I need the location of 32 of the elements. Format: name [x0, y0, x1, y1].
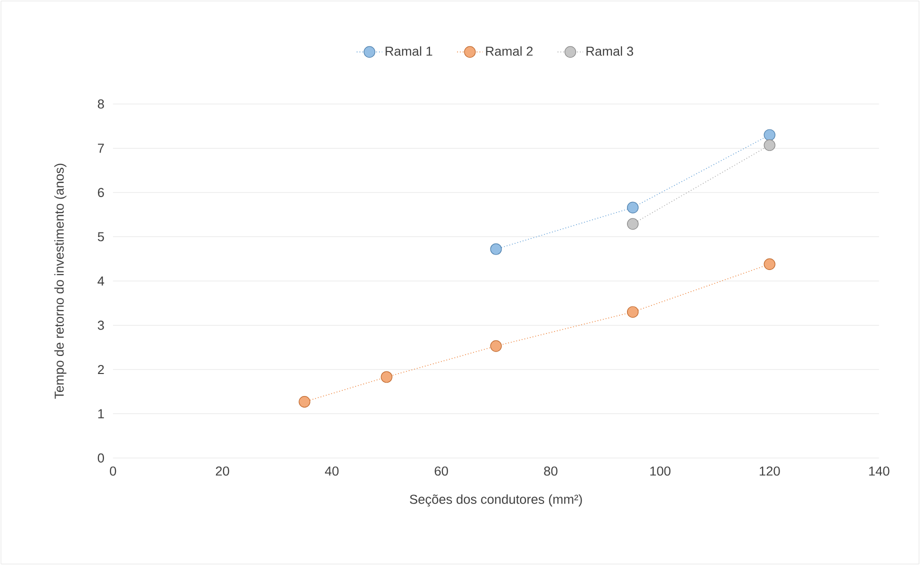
point [298, 396, 310, 408]
x-tick-label: 140 [869, 466, 890, 476]
y-tick-label: 2 [98, 364, 104, 374]
point [627, 218, 639, 230]
point [490, 340, 502, 352]
point [764, 139, 776, 151]
point [627, 202, 639, 214]
point [764, 129, 776, 141]
point [380, 371, 392, 383]
x-tick-label: 80 [544, 466, 558, 476]
y-axis-title: Tempo de retorno do investimento (anos) [54, 164, 66, 399]
y-tick-label: 0 [98, 453, 104, 463]
point [764, 258, 776, 270]
x-tick-label: 20 [216, 466, 230, 476]
y-tick-label: 6 [98, 188, 104, 198]
x-tick-label: 0 [110, 466, 116, 476]
point [490, 243, 502, 255]
point [627, 306, 639, 318]
y-tick-label: 4 [98, 276, 104, 286]
y-tick-label: 5 [98, 232, 104, 242]
y-tick-label: 8 [98, 99, 104, 109]
x-axis-title: Seções dos condutores (mm²) [410, 494, 582, 507]
x-tick-label: 40 [324, 466, 339, 476]
y-tick-label: 1 [98, 409, 104, 418]
legend-label: Ramal 3 [586, 46, 634, 56]
x-tick-label: 120 [760, 466, 780, 476]
legend-label: Ramal 1 [386, 46, 432, 56]
y-tick-label: 3 [98, 320, 104, 330]
y-tick-label: 7 [98, 144, 104, 153]
x-tick-label: 100 [650, 466, 670, 476]
x-tick-label: 60 [434, 466, 448, 476]
legend-label: Ramal 2 [486, 46, 533, 56]
